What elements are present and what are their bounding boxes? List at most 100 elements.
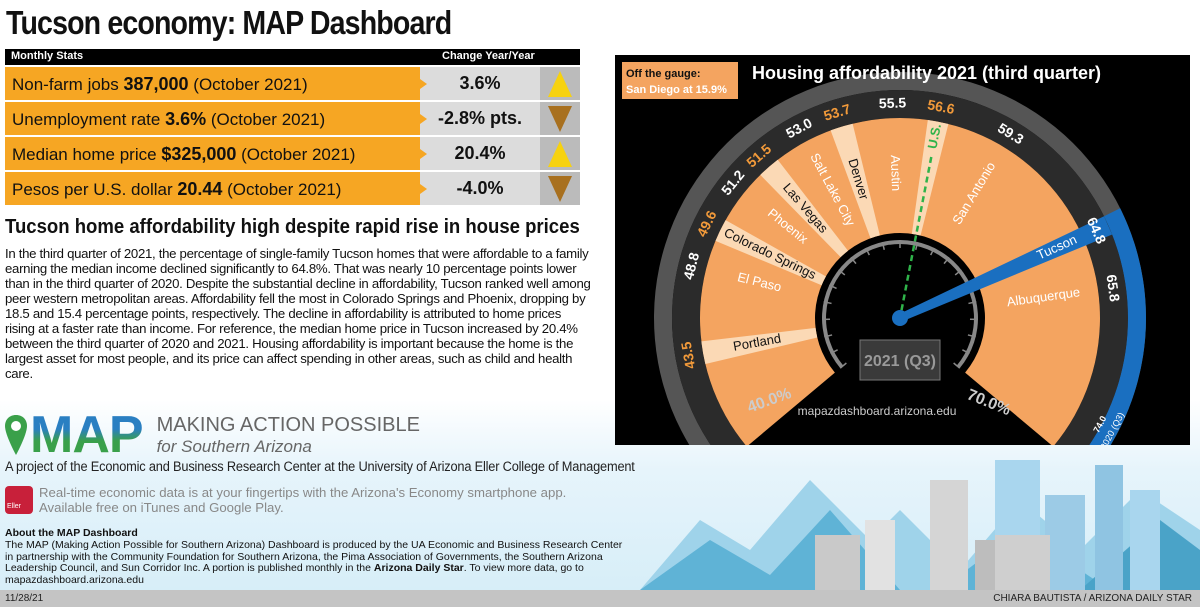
tagline: MAKING ACTION POSSIBLE <box>156 413 420 436</box>
gauge-tick <box>865 247 870 256</box>
stat-name: Unemployment rate <box>12 110 166 129</box>
stats-header-left: Monthly Stats <box>11 50 84 62</box>
city-value-label: 65.8 <box>1103 273 1123 302</box>
off-gauge-value: San Diego at 15.9% <box>626 84 727 96</box>
gauge-tick <box>823 301 832 305</box>
gauge-tick <box>828 284 837 290</box>
stats-row: Median home price $325,000 (October 2021… <box>5 137 580 170</box>
stat-name: Median home price <box>12 145 162 164</box>
gauge-tick <box>930 247 935 256</box>
about-text: The MAP (Making Action Possible for Sout… <box>5 538 623 575</box>
stat-value: 387,000 <box>123 74 189 94</box>
stat-period: (October 2021) <box>206 110 326 129</box>
city-stripe <box>701 327 818 365</box>
trend-box <box>540 172 580 205</box>
arrow-down-icon <box>548 105 572 132</box>
city-value-label: 53.7 <box>822 100 853 123</box>
city-stripe <box>760 159 849 258</box>
stats-row: Unemployment rate 3.6% (October 2021) -2… <box>5 102 580 135</box>
gauge-tick <box>953 362 961 369</box>
gauge-tick <box>962 349 970 355</box>
gauge-tick <box>915 241 919 250</box>
stat-label: Unemployment rate 3.6% (October 2021) <box>5 102 420 135</box>
monthly-stats-table: Monthly Stats Change Year/Year Non-farm … <box>5 49 580 205</box>
city-stripe <box>715 220 826 286</box>
about-text-end: . To view more data, go to mapazdashboar… <box>5 562 584 587</box>
stat-period: (October 2021) <box>222 180 342 199</box>
map-logo: MAP MAKING ACTION POSSIBLE for Southern … <box>5 405 420 465</box>
gauge-tick <box>830 349 838 355</box>
tucson-needle <box>898 216 1113 322</box>
project-credit: A project of the Economic and Business R… <box>5 459 635 474</box>
stat-period: (October 2021) <box>236 145 356 164</box>
gauge-value-band <box>672 89 1128 471</box>
page-title: Tucson economy: MAP Dashboard <box>6 4 452 41</box>
tucson-change-band <box>1064 208 1146 489</box>
about-paper: Arizona Daily Star <box>373 562 464 575</box>
stat-value: 20.44 <box>177 179 223 199</box>
stat-change: 20.4% <box>420 137 540 170</box>
off-gauge-box <box>622 62 738 99</box>
gauge-tick <box>824 334 833 338</box>
footer-date: 11/28/21 <box>5 593 44 604</box>
stats-header: Monthly Stats Change Year/Year <box>5 49 580 65</box>
period-label: 2021 (Q3) <box>864 353 936 370</box>
gauge-tick <box>954 269 962 276</box>
map-pin-icon <box>5 415 27 455</box>
chart-title: Housing affordability 2021 (third quarte… <box>752 63 1101 83</box>
eller-app-icon: Eller <box>5 486 33 514</box>
tagline-sub: for Southern Arizona <box>156 436 312 456</box>
arrow-up-icon <box>548 70 572 97</box>
footer-credit: CHIARA BAUTISTA / ARIZONA DAILY STAR <box>993 593 1192 604</box>
article-headline: Tucson home affordability high despite r… <box>5 216 580 238</box>
city-value-label: 43.5 <box>678 340 699 370</box>
off-gauge-label: Off the gauge: <box>626 68 701 80</box>
arrow-up-icon <box>548 140 572 167</box>
stats-header-right: Change Year/Year <box>442 50 535 62</box>
city-label: Austin <box>888 155 904 192</box>
app-promo-line1: Real-time economic data is at your finge… <box>39 485 567 500</box>
period-display <box>859 339 941 381</box>
stat-label: Median home price $325,000 (October 2021… <box>5 137 420 170</box>
app-promo-line2: Available free on iTunes and Google Play… <box>39 500 284 515</box>
gauge-tick <box>967 334 976 338</box>
skyline-illustration <box>640 460 1200 590</box>
stat-value: 3.6% <box>165 109 207 129</box>
stat-name: Pesos per U.S. dollar <box>12 180 178 199</box>
footer: 11/28/21 CHIARA BAUTISTA / ARIZONA DAILY… <box>0 590 1200 607</box>
us-label: U.S. <box>924 122 944 150</box>
article-body: In the third quarter of 2021, the percen… <box>5 246 591 381</box>
about-title: About the MAP Dashboard <box>5 527 138 539</box>
trend-box <box>540 102 580 135</box>
app-promo: Eller Real-time economic data is at your… <box>5 485 566 515</box>
stat-label: Non-farm jobs 387,000 (October 2021) <box>5 67 420 100</box>
gauge-tick <box>968 301 977 305</box>
stat-value: $325,000 <box>161 144 237 164</box>
city-stripe <box>830 123 880 239</box>
stat-change: -4.0% <box>420 172 540 205</box>
logo-text: MAP <box>30 406 144 464</box>
gauge-chart-panel: Portland 43.5 El Paso 48.8 Colorado Springs 4… <box>615 55 1190 489</box>
needle-pivot <box>892 310 908 326</box>
arrow-down-icon <box>548 175 572 202</box>
stat-change: 3.6% <box>420 67 540 100</box>
stat-name: Non-farm jobs <box>12 75 124 94</box>
source-label: mapazdashboard.arizona.edu <box>798 404 957 418</box>
about-section: About the MAP Dashboard The MAP (Making … <box>5 527 633 587</box>
stats-row: Pesos per U.S. dollar 20.44 (October 202… <box>5 172 580 205</box>
us-value-label: 56.6 <box>926 96 956 117</box>
us-reference-line <box>900 152 934 311</box>
stats-row: Non-farm jobs 387,000 (October 2021) 3.6… <box>5 67 580 100</box>
city-value-label: 55.5 <box>879 94 907 111</box>
stat-change: -2.8% pts. <box>420 102 540 135</box>
gauge-tick <box>839 362 847 369</box>
gauge-tick <box>850 256 857 265</box>
stat-label: Pesos per U.S. dollar 20.44 (October 202… <box>5 172 420 205</box>
gauge-tick <box>838 269 846 276</box>
city-value-label: 48.8 <box>680 251 702 282</box>
stat-period: (October 2021) <box>188 75 308 94</box>
gauge-tick <box>881 241 885 250</box>
gauge-tick <box>943 256 950 265</box>
trend-box <box>540 67 580 100</box>
